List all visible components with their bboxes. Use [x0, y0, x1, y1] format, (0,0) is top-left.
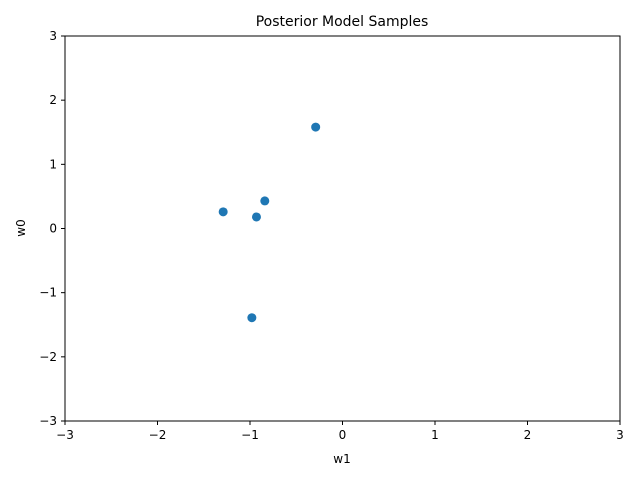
x-tick-label: −1 [241, 428, 259, 442]
y-tick-label: 1 [49, 157, 57, 171]
y-axis-label: w0 [14, 219, 28, 236]
y-tick-label: −3 [39, 414, 57, 428]
y-tick-label: 0 [49, 222, 57, 236]
y-tick-label: −2 [39, 350, 57, 364]
axis-ticks: −3 −2 −1 0 1 2 3 −3 −2 −1 0 1 2 3 [39, 29, 624, 442]
x-tick-label: 0 [339, 428, 347, 442]
data-point [260, 196, 270, 206]
x-tick-label: 3 [616, 428, 624, 442]
x-axis-label: w1 [333, 452, 350, 466]
y-tick-label: −1 [39, 286, 57, 300]
data-point [251, 212, 261, 222]
x-tick-label: 2 [524, 428, 532, 442]
x-tick-label: −2 [149, 428, 167, 442]
data-point [311, 122, 321, 132]
data-point [247, 313, 257, 323]
x-tick-label: −3 [56, 428, 74, 442]
plot-area-frame [64, 35, 621, 422]
y-tick-label: 3 [49, 29, 57, 43]
data-point [218, 207, 228, 217]
chart-title: Posterior Model Samples [256, 14, 429, 30]
x-tick-label: 1 [431, 428, 439, 442]
data-points [218, 122, 321, 323]
y-tick-label: 2 [49, 93, 57, 107]
